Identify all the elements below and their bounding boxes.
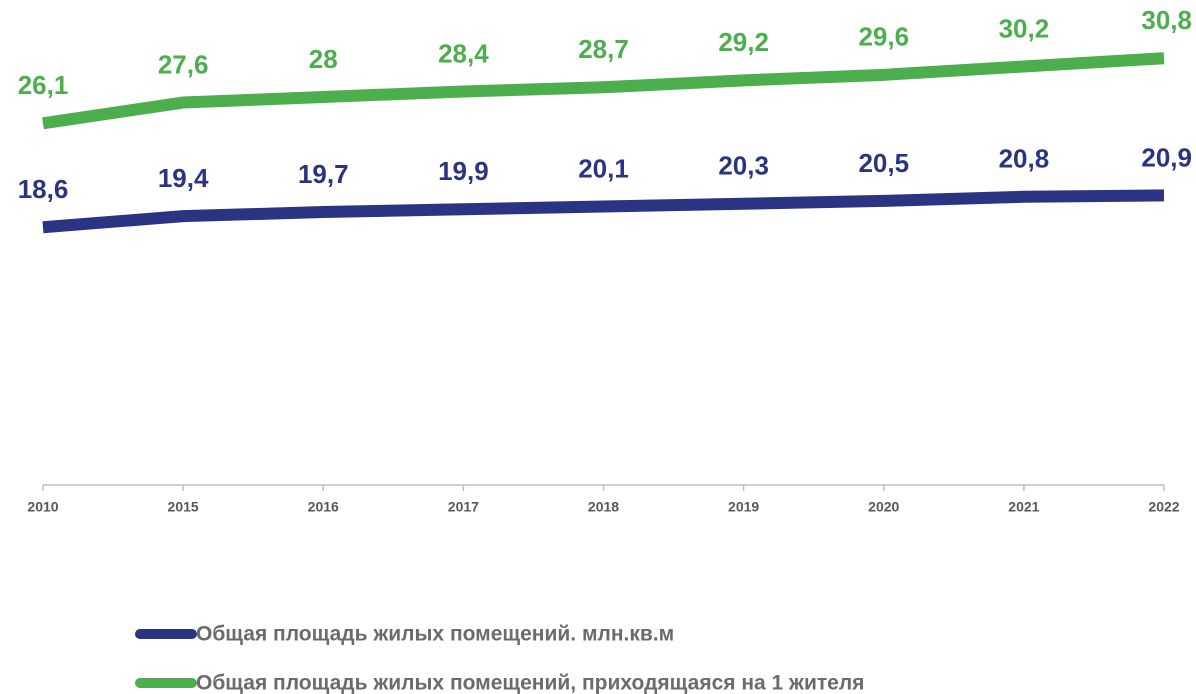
data-label: 28,4 [438,38,489,68]
data-label: 20,3 [718,151,769,181]
series-line [42,189,1165,234]
data-label: 26,1 [18,70,69,100]
series-line [42,52,1165,130]
x-tick-label: 2018 [588,499,619,515]
data-label: 19,7 [298,159,349,189]
data-label: 19,4 [158,163,209,193]
data-label: 20,5 [858,148,909,178]
data-label: 27,6 [158,49,209,79]
x-tick-label: 2019 [728,499,759,515]
x-tick-label: 2016 [308,499,339,515]
x-tick-label: 2021 [1008,499,1039,515]
legend-label: Общая площадь жилых помещений, приходяща… [196,672,864,694]
data-label: 28,7 [578,34,629,64]
data-label: 20,9 [1141,142,1192,172]
data-label: 29,2 [718,27,769,57]
x-tick-label: 2015 [168,499,199,515]
x-tick-label: 2022 [1148,499,1179,515]
data-label: 20,1 [578,153,629,183]
x-tick-label: 2010 [27,499,58,515]
data-label: 18,6 [18,174,69,204]
legend-label: Общая площадь жилых помещений. млн.кв.м [196,623,674,646]
x-tick-label: 2017 [448,499,479,515]
data-label: 30,2 [999,13,1050,43]
data-label: 30,8 [1141,5,1192,35]
data-label: 28 [309,44,338,74]
data-label: 19,9 [438,156,489,186]
x-tick-label: 2020 [868,499,899,515]
data-label: 29,6 [858,22,909,52]
data-label: 20,8 [999,144,1050,174]
